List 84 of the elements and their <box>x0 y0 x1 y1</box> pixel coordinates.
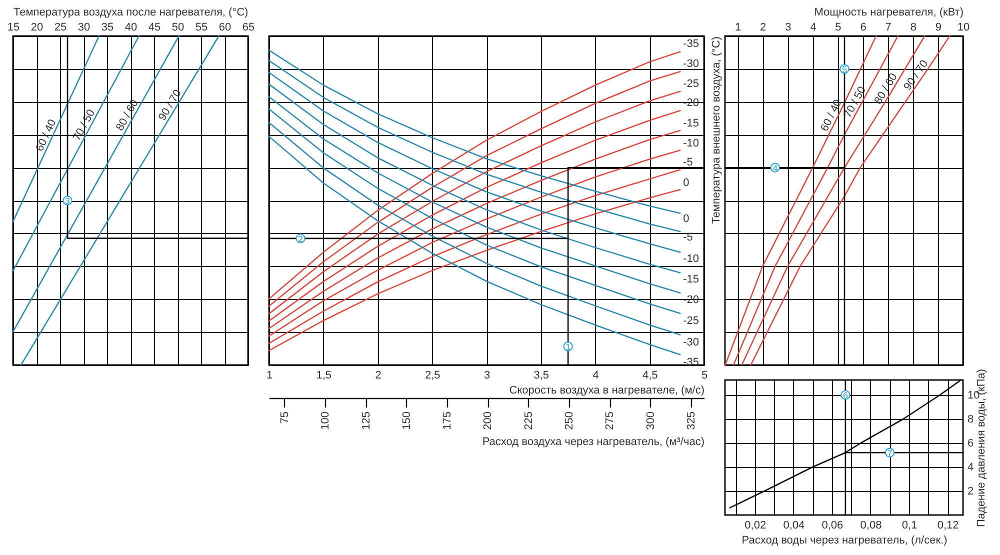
y-tick-label: 4 <box>968 462 974 474</box>
x-tick-label: 7 <box>885 22 892 34</box>
series-label: -30 <box>683 58 699 70</box>
x2-tick-label: 150 <box>400 412 413 430</box>
series-label: -25 <box>683 314 699 327</box>
text: 70 / 50 <box>71 108 98 143</box>
annotation: 1 <box>566 342 571 352</box>
x-tick-label: 65 <box>242 22 255 34</box>
x-tick-label: 2 <box>375 370 382 382</box>
y-tick-label: 8 <box>968 414 974 426</box>
x-tick-label: 4,5 <box>642 370 658 382</box>
series-label: 0 <box>683 177 690 190</box>
x-tick-label: 2,5 <box>424 370 440 382</box>
x-tick-label: 15 <box>7 22 20 34</box>
x2-axis-title: Расход воздуха через нагреватель, (м³/час) <box>482 436 704 448</box>
x-tick-label: 40 <box>124 22 138 34</box>
x-axis-title: Расход воды через нагреватель, (л/сек.) <box>742 534 948 546</box>
x-tick-label: 25 <box>54 22 67 34</box>
series-label: -5 <box>683 156 693 169</box>
text: 90 / 70 <box>902 58 931 93</box>
series-label: -35 <box>683 38 699 50</box>
annotation: 4 <box>772 163 778 174</box>
x-tick-label: 50 <box>172 22 184 34</box>
x-tick-label: 4 <box>592 370 599 382</box>
x2-tick-label: 325 <box>685 412 698 430</box>
x-tick-label: 6 <box>860 22 866 34</box>
x-axis-title: Температура воздуха после нагревателя, (°C) <box>14 6 248 18</box>
x-tick-label: 1,5 <box>316 370 332 382</box>
x-tick-label: 8 <box>910 22 916 34</box>
x-tick-label: 9 <box>935 22 942 34</box>
x-tick-label: 0,06 <box>822 520 844 532</box>
x-tick-label: 3,5 <box>534 370 550 382</box>
annotation: 3 <box>65 196 70 206</box>
x2-tick-label: 75 <box>278 412 291 424</box>
x-tick-label: 0,12 <box>937 520 959 532</box>
text: 60 / 40 <box>818 98 844 134</box>
x2-tick-label: 300 <box>644 412 657 430</box>
x2-tick-label: 125 <box>360 412 372 430</box>
x-tick-label: 45 <box>148 22 161 34</box>
x-axis-title: Скорость воздуха в нагревателе, (м/с) <box>509 384 704 396</box>
x-tick-label: 60 <box>218 22 232 34</box>
x-tick-label: 55 <box>195 22 208 34</box>
x-axis-title: Мощность нагревателя, (кВт) <box>814 6 964 18</box>
x2-tick-label: 250 <box>564 412 576 430</box>
y-tick-label: 2 <box>968 486 974 498</box>
text: 80 / 60 <box>114 98 141 133</box>
annotation: 7 <box>887 448 892 458</box>
x-tick-label: 1 <box>266 370 273 382</box>
series-label: 0 <box>683 212 690 225</box>
x-tick-label: 2 <box>760 22 766 34</box>
x2-tick-label: 200 <box>482 412 494 430</box>
series-label: -15 <box>683 117 699 130</box>
x2-tick-label: 175 <box>442 412 454 430</box>
text: 80 / 60 <box>872 71 900 106</box>
x-tick-label: 3 <box>785 22 792 34</box>
x-tick-label: 0,02 <box>744 520 766 532</box>
y-axis-title: Температура внешнего воздуха, (°C) <box>710 36 722 224</box>
text: 70 / 50 <box>842 84 869 120</box>
y-tick-label: 6 <box>968 438 974 450</box>
text: 90 / 70 <box>156 88 184 123</box>
annotation: 5 <box>842 64 848 74</box>
x-tick-label: 5 <box>701 370 708 382</box>
x2-tick-label: 100 <box>320 412 332 430</box>
text: 60 / 40 <box>34 118 59 154</box>
x-tick-label: 0,04 <box>783 520 805 532</box>
x2-tick-label: 275 <box>604 412 616 430</box>
annotation: 6 <box>842 390 848 400</box>
x2-tick-label: 225 <box>522 412 535 430</box>
annotation: 2 <box>298 234 304 244</box>
series-label: -25 <box>683 78 699 90</box>
x-tick-label: 1 <box>734 22 742 34</box>
x-tick-label: 3 <box>484 370 490 382</box>
series-label: -15 <box>683 273 699 286</box>
x-tick-label: 4 <box>810 22 816 34</box>
series-label: -30 <box>683 336 699 348</box>
series-label: -10 <box>683 137 699 150</box>
x-tick-label: 5 <box>835 22 842 34</box>
x-tick-label: 0,1 <box>902 520 918 532</box>
x-tick-label: 35 <box>101 22 114 34</box>
x-tick-label: 20 <box>30 22 44 34</box>
series-label: -5 <box>683 231 693 244</box>
x-tick-label: 0,08 <box>860 520 882 532</box>
x-tick-label: 30 <box>78 22 90 34</box>
series-label: -10 <box>683 252 699 265</box>
